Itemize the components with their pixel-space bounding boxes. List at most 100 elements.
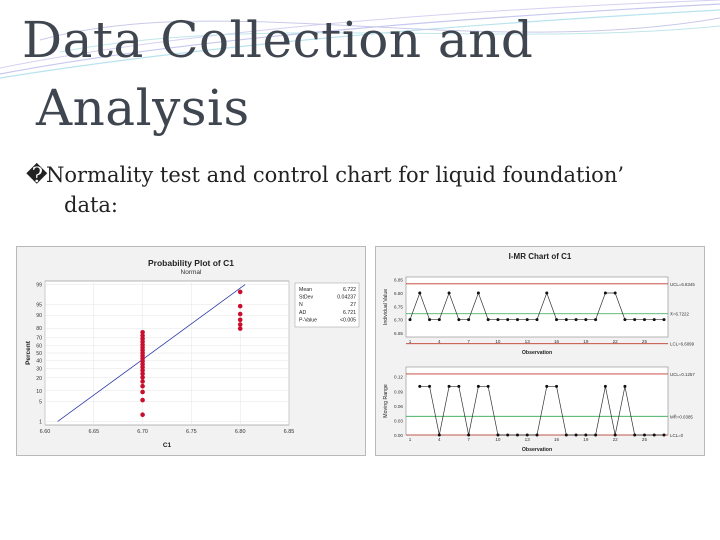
pp-fit-line — [57, 284, 246, 422]
bullet-marker: � — [26, 163, 48, 187]
pp-data-point — [237, 289, 243, 295]
mr-chart-data-point — [574, 433, 578, 437]
i-chart-data-point — [418, 291, 422, 295]
probability-plot-panel: Probability Plot of C1 Normal 6.60 6.65 6.… — [16, 246, 366, 456]
pp-data-point — [140, 383, 145, 389]
bullet-line2: data: — [64, 193, 118, 217]
pp-data-point — [237, 326, 243, 331]
mr-chart-y-tick-label: 0.12 — [394, 375, 403, 380]
i-chart-data-point — [662, 318, 666, 322]
mr-chart-x-label: Observation — [522, 447, 552, 453]
mr-chart-data-point — [506, 433, 510, 437]
mr-chart-x-tick-label: 1 — [409, 437, 412, 442]
imr-title: I-MR Chart of C1 — [509, 252, 572, 261]
pp-data-point — [237, 311, 243, 317]
mr-chart-x-tick-label: 25 — [642, 437, 648, 442]
i-chart-data-point — [457, 318, 461, 322]
slide-title-line1: Data Collection and — [22, 11, 534, 69]
mr-chart-series-line — [419, 386, 664, 436]
pp-y-tick-label: 5 — [39, 399, 42, 405]
i-chart-data-point — [506, 318, 510, 322]
pp-stat-value: <0.005 — [340, 317, 356, 323]
pp-subtitle: Normal — [181, 269, 203, 276]
pp-x-label: C1 — [163, 442, 172, 449]
i-chart-data-point — [486, 318, 490, 322]
i-chart-y-tick-label: 6.70 — [394, 318, 403, 323]
i-chart-lcl-label: LCL=6.6099 — [670, 342, 695, 347]
pp-data-point — [237, 317, 243, 323]
pp-y-tick-label: 1 — [39, 419, 42, 425]
pp-x-tick-label: 6.80 — [235, 429, 246, 435]
pp-data-point — [140, 397, 145, 403]
i-chart-y-tick-label: 6.85 — [394, 278, 403, 283]
i-chart-data-point — [603, 291, 607, 295]
pp-stat-value: 0.04237 — [337, 295, 356, 301]
mr-chart-lcl-label: LCL=0 — [670, 433, 684, 438]
i-chart-data-point — [467, 318, 471, 322]
i-chart-data-point — [594, 318, 598, 322]
pp-data-point — [140, 412, 145, 418]
i-chart-y-label: Individual Value — [383, 289, 389, 325]
pp-stat-label: N — [299, 302, 303, 308]
imr-chart: I-MR Chart of C1 Individual Value Moving… — [383, 252, 695, 453]
mr-chart-y-tick-label: 0.03 — [394, 418, 403, 423]
slide-title-line2: Analysis — [36, 79, 250, 137]
pp-data-point — [140, 368, 145, 373]
mr-chart-data-point — [555, 384, 559, 388]
pp-y-tick-label: 95 — [36, 303, 42, 309]
mr-chart-data-point — [437, 433, 441, 437]
pp-y-tick-label: 90 — [36, 313, 42, 319]
mr-chart-y-tick-label: 0.09 — [394, 389, 403, 394]
mr-chart-data-point — [633, 433, 637, 437]
i-chart-x-tick-label: 13 — [525, 339, 531, 344]
pp-data-point — [140, 333, 145, 338]
i-chart-x-tick-label: 22 — [613, 339, 619, 344]
mr-chart-y-label: Moving Range — [383, 384, 389, 418]
i-chart-x-tick-label: 1 — [409, 339, 412, 344]
pp-data-point — [140, 371, 145, 377]
mr-chart-data-point — [652, 433, 656, 437]
i-chart-area — [405, 276, 669, 338]
i-chart-x-tick-label: 19 — [583, 339, 589, 344]
i-chart-data-point — [535, 318, 539, 322]
pp-x-tick-label: 6.85 — [284, 429, 295, 435]
i-chart-data-point — [476, 291, 480, 295]
i-chart-data-point — [574, 318, 578, 322]
mr-chart-data-point — [418, 384, 422, 388]
i-chart-y-tick-label: 6.80 — [394, 291, 403, 296]
mr-chart-x-tick-label: 22 — [613, 437, 619, 442]
pp-stat-value: 6.722 — [343, 287, 356, 293]
mr-chart-data-point — [662, 433, 666, 437]
pp-data-point — [140, 329, 145, 335]
mr-chart-data-point — [515, 433, 519, 437]
mr-chart-data-point — [428, 384, 432, 388]
mr-chart-x-tick-label: 10 — [495, 437, 501, 442]
mr-chart-data-point — [545, 384, 549, 388]
i-chart-data-point — [642, 318, 646, 322]
mr-chart-x-tick-label: 7 — [467, 437, 470, 442]
pp-data-point — [237, 322, 243, 327]
mr-chart-data-point — [623, 384, 627, 388]
pp-data-point — [237, 303, 243, 309]
i-chart-data-point — [633, 318, 637, 322]
pp-stat-value: 6.721 — [343, 310, 356, 316]
mr-chart-x-tick-label: 19 — [583, 437, 589, 442]
mr-chart-ucl-label: UCL=0.1257 — [670, 372, 695, 377]
pp-data-point — [140, 375, 145, 380]
pp-y-tick-label: 20 — [36, 376, 42, 382]
slide-title: Data Collection and Analysis — [22, 6, 582, 142]
mr-chart-data-point — [496, 433, 500, 437]
i-chart-x-tick-label: 4 — [438, 339, 441, 344]
i-chart-data-point — [545, 291, 549, 295]
mr-chart-data-point — [564, 433, 568, 437]
pp-x-tick-label: 6.75 — [186, 429, 197, 435]
mr-chart-area — [405, 366, 669, 436]
mr-chart-y-tick-label: 0.06 — [394, 404, 403, 409]
pp-stat-label: AD — [299, 310, 306, 316]
i-chart-data-point — [428, 318, 432, 322]
i-chart-x-tick-label: 7 — [467, 339, 470, 344]
bullet-text: �Normality test and control chart for li… — [26, 160, 706, 220]
i-chart-data-point — [515, 318, 519, 322]
pp-data-point — [140, 389, 145, 395]
pp-data-point — [140, 379, 145, 384]
